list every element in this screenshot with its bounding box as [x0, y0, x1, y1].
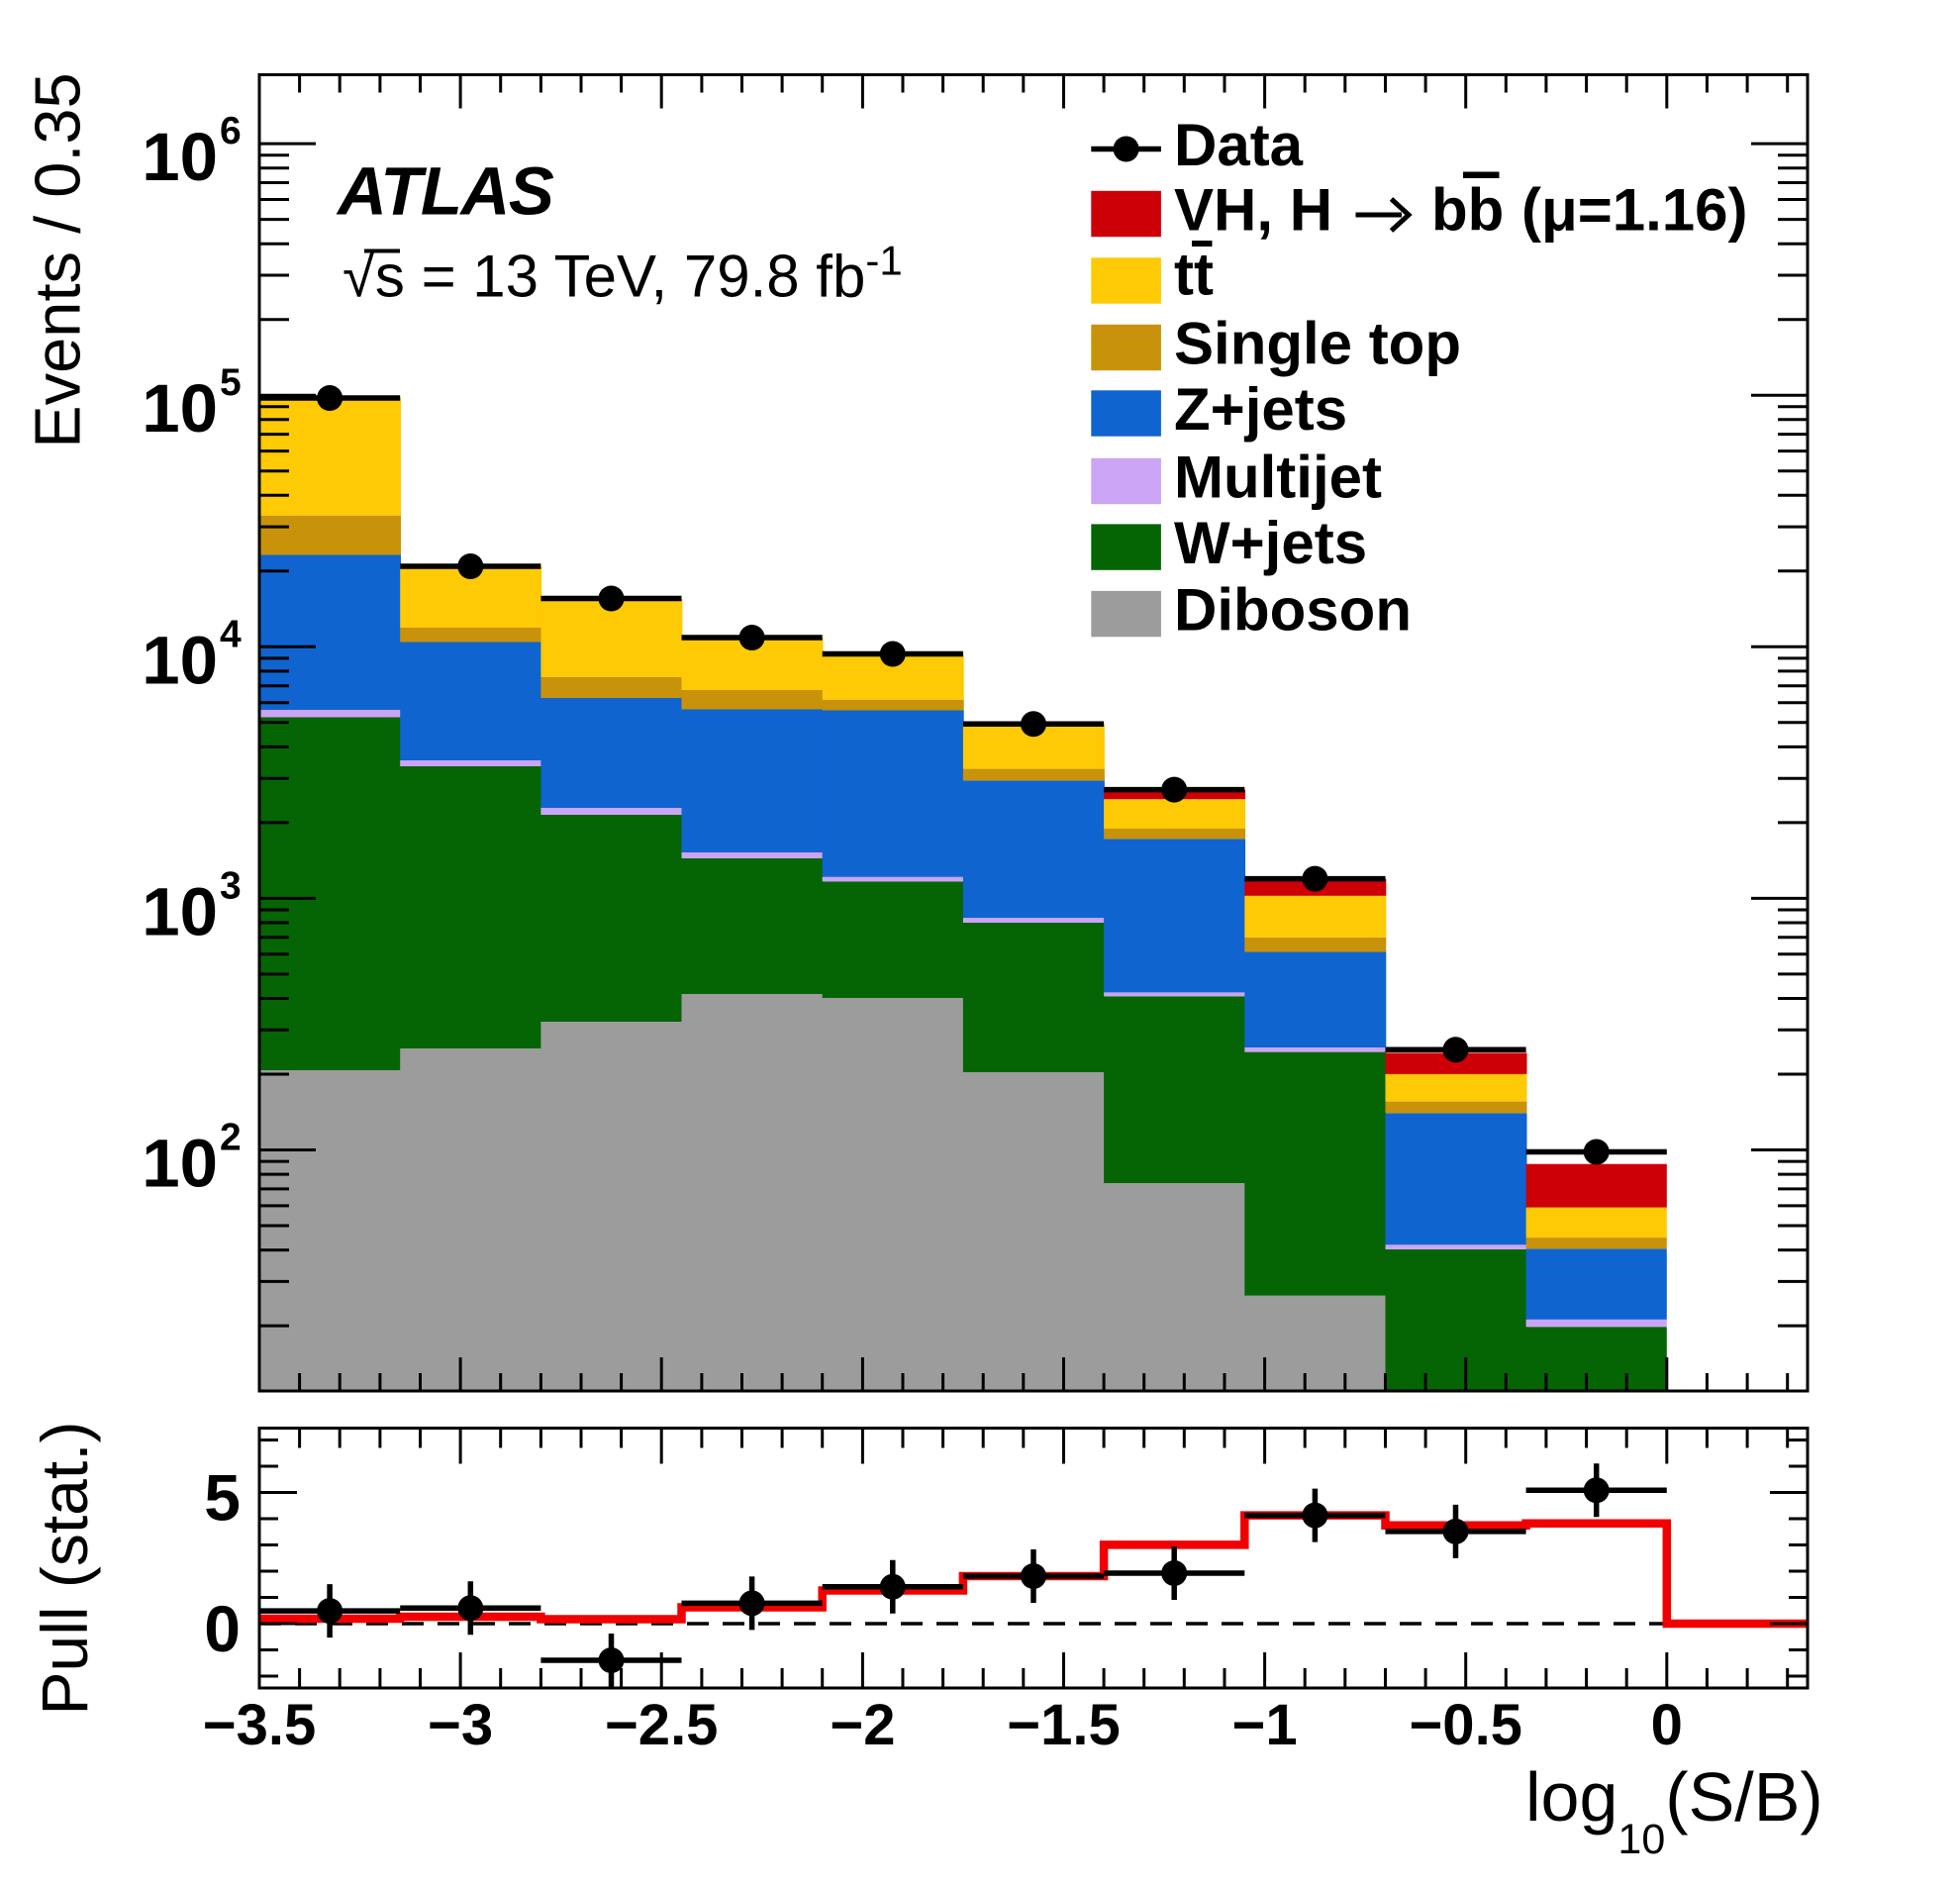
svg-text:Pull (stat.): Pull (stat.)	[28, 1421, 101, 1715]
svg-text:−2: −2	[830, 1693, 895, 1757]
svg-text:Multijet: Multijet	[1174, 445, 1382, 511]
svg-text:Data: Data	[1174, 112, 1304, 178]
svg-text:10: 10	[142, 370, 218, 447]
svg-text:bb: bb	[1431, 177, 1504, 244]
svg-text:−1.5: −1.5	[1007, 1693, 1121, 1757]
svg-text:tt: tt	[1174, 242, 1214, 308]
svg-text:10: 10	[142, 1126, 218, 1202]
svg-text:Single top: Single top	[1174, 311, 1461, 377]
svg-text:0: 0	[204, 1592, 241, 1665]
svg-text:5: 5	[220, 361, 242, 404]
svg-text:W+jets: W+jets	[1174, 510, 1367, 576]
svg-text:√s = 13 TeV, 79.8 fb-1: √s = 13 TeV, 79.8 fb-1	[343, 238, 903, 310]
svg-text:3: 3	[220, 864, 242, 907]
svg-text:6: 6	[220, 110, 242, 152]
svg-text:0: 0	[1651, 1693, 1683, 1757]
svg-text:VH, H: VH, H	[1174, 177, 1332, 244]
svg-text:−1: −1	[1232, 1693, 1298, 1757]
svg-text:10: 10	[142, 873, 218, 949]
svg-text:5: 5	[204, 1461, 241, 1535]
svg-text:4: 4	[220, 613, 242, 655]
svg-text:−0.5: −0.5	[1409, 1693, 1522, 1757]
svg-text:Events / 0.35: Events / 0.35	[22, 72, 94, 447]
svg-text:ATLAS: ATLAS	[336, 153, 554, 230]
svg-text:Diboson: Diboson	[1174, 577, 1412, 644]
svg-text:10: 10	[142, 119, 218, 195]
svg-text:−3.5: −3.5	[203, 1693, 317, 1757]
svg-text:−2.5: −2.5	[605, 1693, 719, 1757]
svg-text:Z+jets: Z+jets	[1174, 376, 1347, 443]
svg-text:10: 10	[142, 622, 218, 698]
svg-text:2: 2	[220, 1117, 242, 1159]
svg-text:−3: −3	[428, 1693, 493, 1757]
svg-text:(μ=1.16): (μ=1.16)	[1521, 177, 1748, 244]
